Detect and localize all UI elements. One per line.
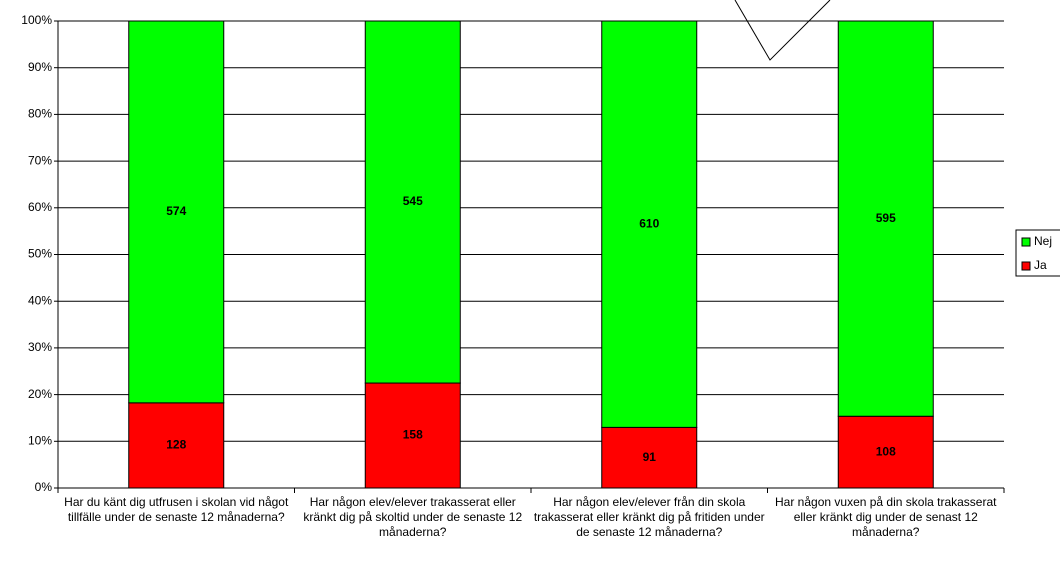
- y-tick-label: 10%: [28, 433, 52, 447]
- bar-segment: [601, 20, 698, 428]
- y-tick-label: 50%: [28, 247, 52, 261]
- callout: [734, 0, 831, 61]
- bar-segment: [601, 426, 698, 489]
- y-tick-label: 0%: [35, 480, 53, 494]
- data-label: 610: [639, 216, 659, 230]
- y-tick-label: 30%: [28, 340, 52, 354]
- legend-label: Nej: [1034, 234, 1052, 248]
- y-tick-label: 80%: [28, 107, 52, 121]
- bar-segment: [837, 415, 934, 489]
- legend-label: Ja: [1034, 258, 1047, 272]
- x-tick-label: Har någon vuxen på din skola trakasserat…: [775, 495, 997, 539]
- data-label: 158: [403, 428, 423, 442]
- y-tick-label: 20%: [28, 387, 52, 401]
- x-tick-label: Har någon elev/elever från din skola tra…: [533, 495, 765, 539]
- legend-swatch: [1021, 237, 1031, 247]
- data-label: 545: [403, 194, 423, 208]
- y-tick-label: 90%: [28, 60, 52, 74]
- data-label: 128: [166, 438, 186, 452]
- x-tick-label: Har du känt dig utfrusen i skolan vid nå…: [64, 495, 289, 524]
- bar-segment: [364, 382, 461, 489]
- y-tick-label: 40%: [28, 293, 52, 307]
- bar-segment: [128, 402, 225, 489]
- bar-segment: [837, 20, 934, 417]
- y-tick-label: 70%: [28, 153, 52, 167]
- data-label: 595: [876, 211, 896, 225]
- y-tick-label: 100%: [21, 13, 52, 27]
- data-label: 108: [876, 444, 896, 458]
- data-label: 91: [643, 450, 657, 464]
- data-label: 574: [166, 204, 186, 218]
- legend-swatch: [1021, 261, 1031, 271]
- bar-segment: [364, 20, 461, 384]
- y-tick-label: 60%: [28, 200, 52, 214]
- x-tick-label: Har någon elev/elever trakasserat eller …: [303, 495, 523, 539]
- bar-segment: [128, 20, 225, 404]
